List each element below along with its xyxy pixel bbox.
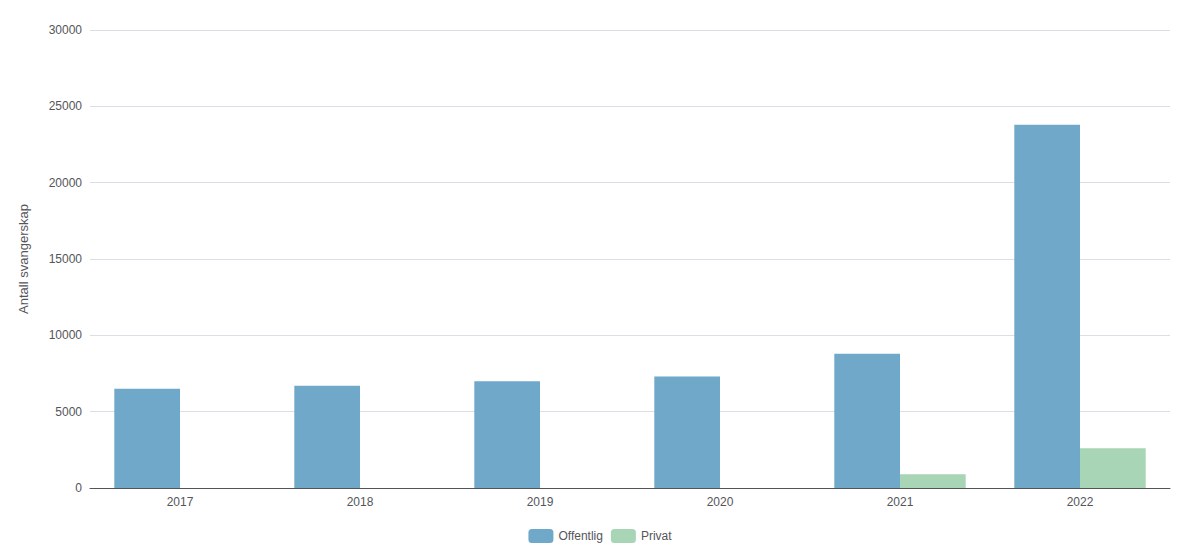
svg-text:2022: 2022 <box>1067 495 1094 509</box>
svg-text:0: 0 <box>75 481 82 495</box>
svg-text:2017: 2017 <box>167 495 194 509</box>
svg-text:25000: 25000 <box>49 99 83 113</box>
svg-text:15000: 15000 <box>49 252 83 266</box>
svg-text:5000: 5000 <box>55 405 82 419</box>
svg-text:20000: 20000 <box>49 176 83 190</box>
svg-text:Privat: Privat <box>641 529 672 543</box>
svg-text:Antall svangerskap: Antall svangerskap <box>16 204 31 314</box>
svg-text:2021: 2021 <box>887 495 914 509</box>
svg-text:10000: 10000 <box>49 328 83 342</box>
svg-text:2020: 2020 <box>707 495 734 509</box>
svg-text:2018: 2018 <box>347 495 374 509</box>
svg-text:Offentlig: Offentlig <box>558 529 602 543</box>
svg-text:2019: 2019 <box>527 495 554 509</box>
svg-text:30000: 30000 <box>49 23 83 37</box>
